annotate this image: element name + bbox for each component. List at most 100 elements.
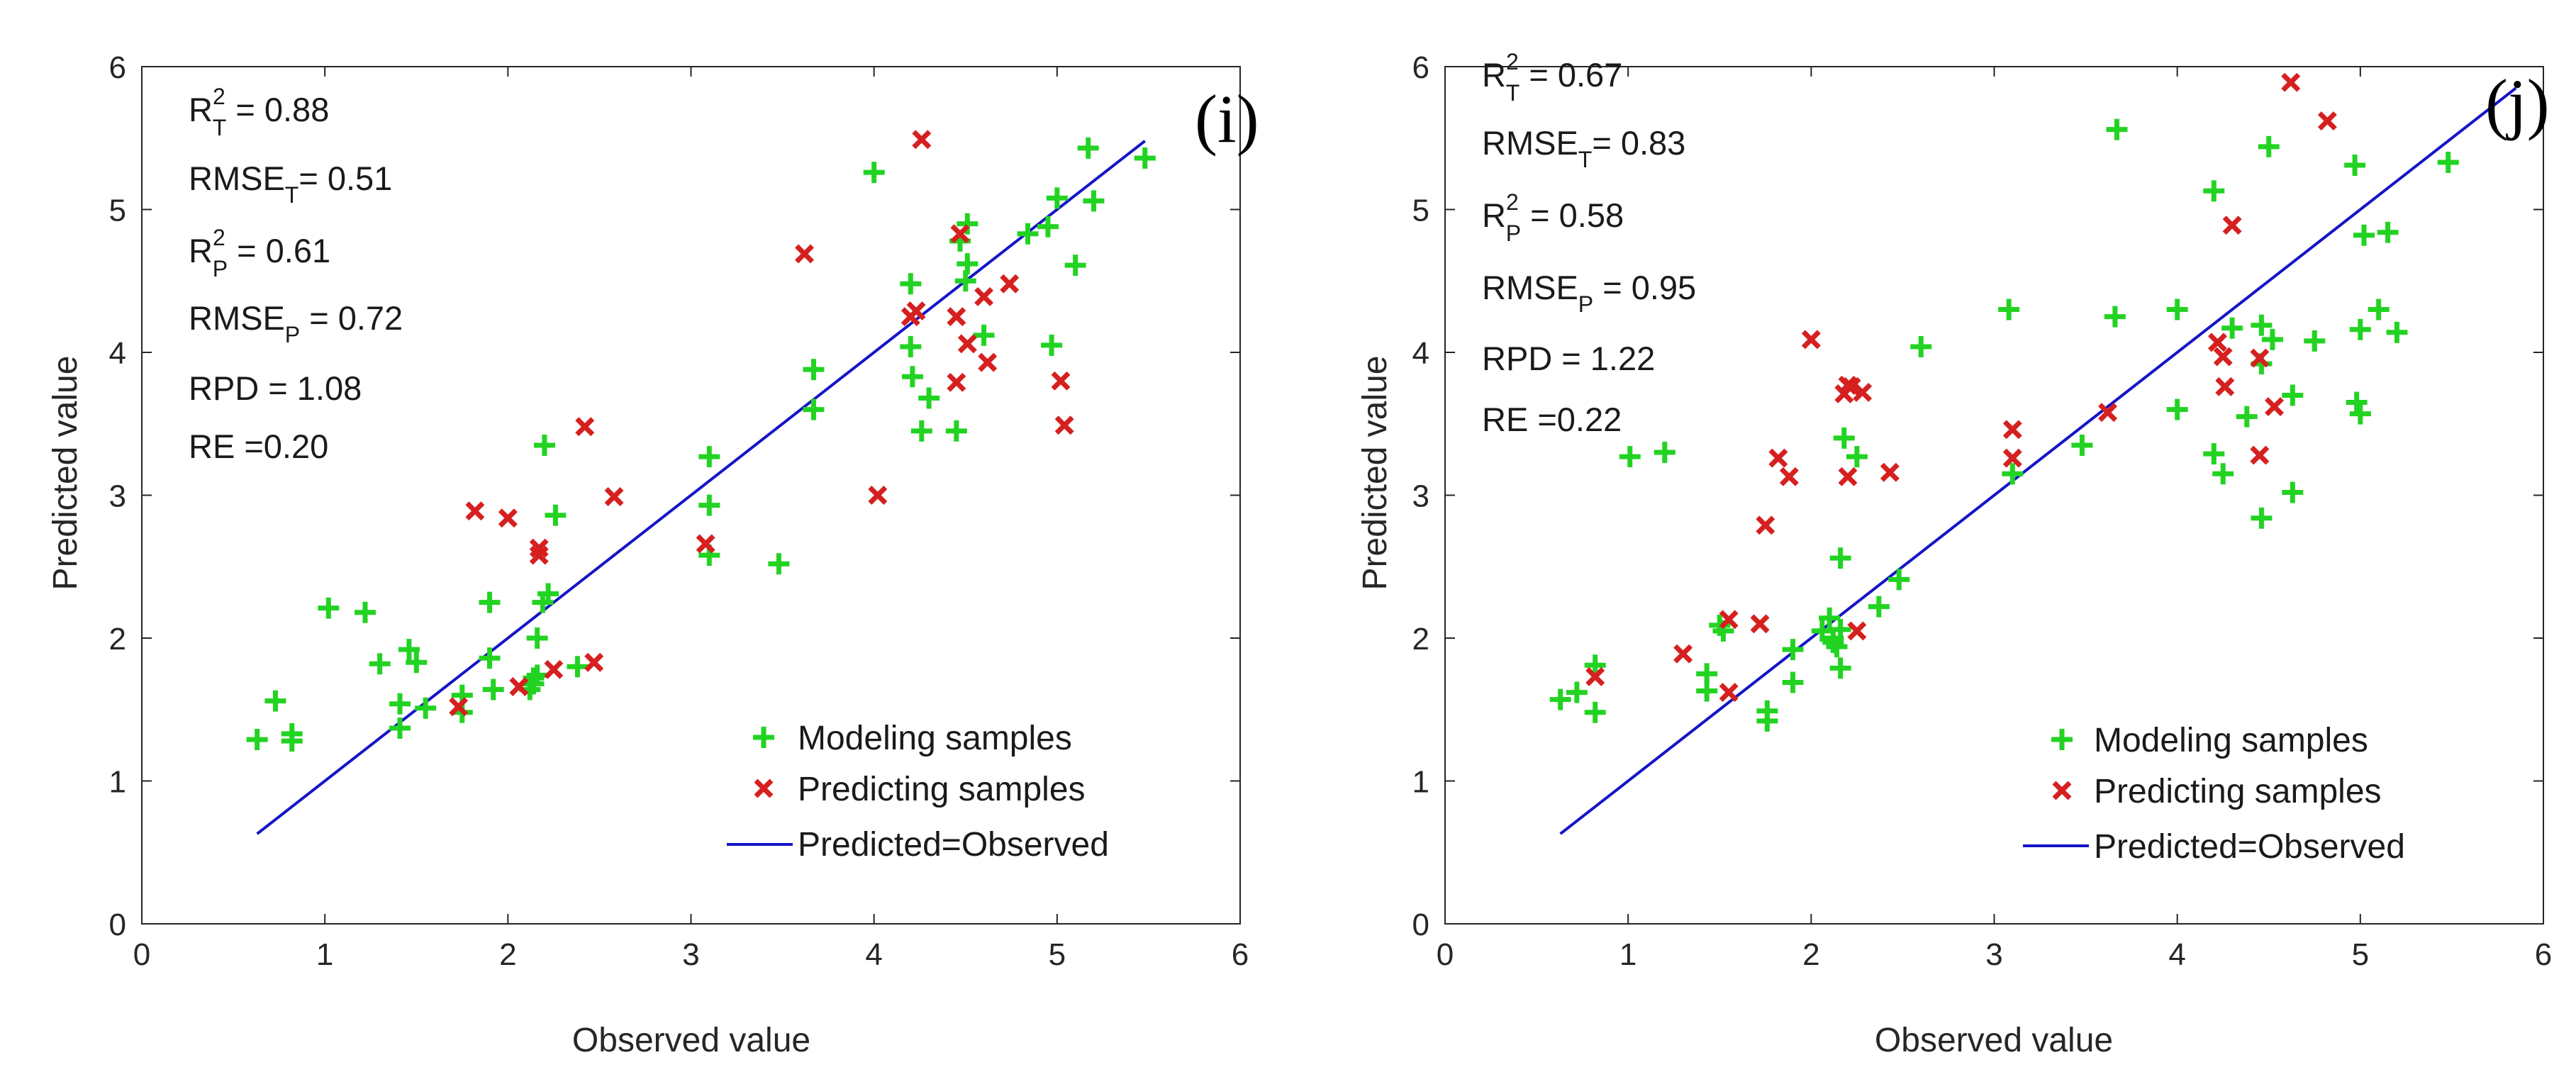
x-tick-label: 4 [865, 937, 882, 972]
predicting-sample-point [974, 286, 994, 306]
predicting-sample-point [1756, 515, 1775, 535]
modeling-sample-point [2104, 306, 2126, 328]
scatter-panel-i: 0 1 2 3 4 5 6 0 1 2 3 4 5 6 R2 T = 0.88 RMSET= 0.51 R2… [47, 50, 1259, 1059]
panel-j-xlabel: Observed value [1875, 1022, 2113, 1059]
modeling-sample-point [803, 359, 825, 381]
modeling-sample-point [1782, 639, 1804, 661]
stat-rmse-t: RMSET= 0.51 [189, 160, 392, 208]
predicting-sample-point [2215, 376, 2235, 396]
modeling-sample-point [1998, 298, 2020, 320]
legend-label-predicting: Predicting samples [2094, 773, 2382, 810]
modeling-sample-point [1868, 596, 1890, 618]
modeling-sample-point [918, 387, 940, 409]
predicted-equals-observed-line [1559, 86, 2517, 835]
stat-rmse-p: RMSEP = 0.95 [1482, 269, 1696, 317]
x-tick-label: 3 [682, 937, 699, 972]
predicting-sample-point [1054, 415, 1074, 435]
legend-label-modeling: Modeling samples [2094, 722, 2368, 759]
predicting-sample-point [1673, 644, 1693, 664]
panel-i-ylabel: Predicted value [47, 356, 84, 591]
predicting-sample-point [465, 501, 485, 521]
predicting-sample-point [906, 301, 926, 321]
modeling-sample-point [1888, 569, 1910, 591]
predicting-sample-point [509, 677, 529, 696]
predicting-sample-point [2265, 397, 2284, 417]
modeling-sample-point [957, 253, 978, 275]
modeling-sample-point [479, 647, 501, 669]
stat-rpd: RPD = 1.22 [1482, 340, 1655, 377]
modeling-sample-point [1077, 137, 1099, 159]
modeling-sample-point [398, 639, 420, 661]
predicting-sample-point [795, 244, 815, 264]
stat-r2-t: R2 T = 0.88 [189, 84, 329, 140]
modeling-sample-point [1041, 334, 1063, 356]
modeling-sample-point [2212, 463, 2234, 485]
modeling-sample-point [2261, 328, 2283, 350]
predicting-sample-point [912, 130, 932, 150]
stat-re: RE =0.20 [189, 428, 328, 465]
modeling-sample-point [1846, 446, 1868, 468]
modeling-sample-point [2258, 135, 2280, 157]
predicting-sample-point [1838, 467, 1858, 486]
modeling-sample-point [1829, 657, 1851, 679]
modeling-sample-point [2251, 507, 2273, 529]
modeling-sample-point [2304, 330, 2326, 352]
modeling-sample-point [1811, 620, 1833, 642]
predicting-sample-point [2213, 347, 2233, 367]
panel-i-stats: R2 T = 0.88 RMSET= 0.51 R2 P = 0.61 RMSEP … [189, 84, 403, 465]
modeling-sample-point [910, 420, 932, 442]
modeling-sample-point [2349, 403, 2371, 425]
modeling-sample-point [803, 398, 825, 420]
modeling-sample-point [900, 335, 922, 357]
modeling-sample-point [2437, 152, 2459, 174]
predicting-sample-point [575, 417, 595, 437]
x-tick-label: 5 [2352, 937, 2369, 972]
predicting-sample-point [2098, 403, 2118, 423]
predicting-sample-point [2317, 111, 2337, 131]
panel-i-xlabel: Observed value [572, 1022, 810, 1059]
modeling-sample-point [1134, 147, 1156, 169]
legend-marker-predicting [754, 778, 774, 798]
y-tick-label: 3 [109, 479, 126, 514]
modeling-sample-point [2386, 321, 2408, 343]
modeling-sample-point [1064, 255, 1086, 277]
modeling-sample-point [354, 601, 376, 623]
x-tick-label: 0 [133, 937, 150, 972]
x-tick-label: 0 [1437, 937, 1454, 972]
modeling-sample-point [2071, 434, 2093, 456]
legend-label-identity: Predicted=Observed [798, 826, 1109, 864]
modeling-sample-point [900, 273, 922, 295]
modeling-sample-point [1017, 223, 1039, 245]
predicting-sample-point [1051, 371, 1071, 391]
predicting-sample-point [2002, 448, 2022, 468]
modeling-sample-point [482, 679, 504, 700]
predicting-sample-point [1719, 683, 1739, 703]
modeling-sample-point [2346, 391, 2368, 413]
predicting-sample-point [868, 486, 888, 505]
stat-r2-t: R2 T = 0.67 [1482, 49, 1622, 106]
modeling-sample-point [2106, 118, 2128, 140]
modeling-sample-point [698, 494, 720, 516]
y-tick-label: 2 [109, 622, 126, 657]
modeling-sample-point [406, 652, 428, 674]
modeling-sample-point [1819, 607, 1841, 629]
y-tick-label: 0 [1412, 908, 1429, 942]
predicting-sample-point [449, 697, 469, 717]
panel-label-i: (i) [1195, 81, 1259, 157]
modeling-sample-point [526, 664, 548, 686]
modeling-sample-point [1654, 442, 1675, 464]
predicting-sample-point [950, 224, 970, 244]
panel-j-legend: Modeling samples Predicting samples Pred… [2023, 722, 2405, 866]
predicting-sample-point [604, 487, 624, 506]
y-tick-label: 3 [1412, 479, 1429, 514]
modeling-sample-point [526, 627, 548, 649]
modeling-sample-point [1083, 190, 1105, 212]
modeling-sample-point [389, 717, 411, 739]
modeling-sample-point [2203, 443, 2225, 465]
predicting-sample-point [498, 508, 518, 528]
y-tick-label: 4 [109, 336, 126, 371]
modeling-sample-point [415, 697, 437, 719]
legend-label-predicting: Predicting samples [798, 771, 1086, 808]
modeling-sample-point [1046, 187, 1068, 209]
legend-marker-modeling [753, 727, 774, 748]
